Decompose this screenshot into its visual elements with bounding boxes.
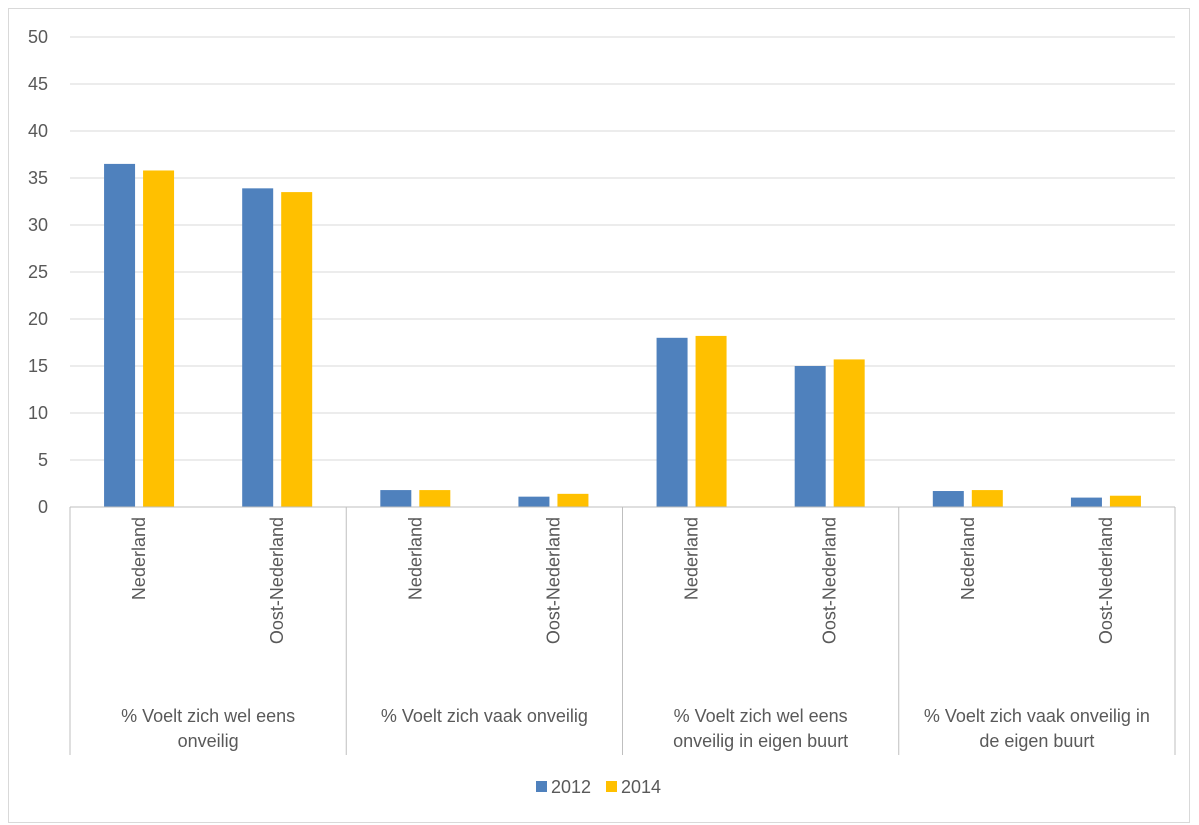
y-axis: 0 5 10 15 20 25 30 35 40 45 50 <box>28 27 48 517</box>
group-label: onveilig <box>178 731 239 751</box>
y-tick-label: 40 <box>28 121 48 141</box>
category-label: Oost-Nederland <box>543 517 563 644</box>
bar-2012 <box>104 163 136 507</box>
y-tick-label: 25 <box>28 262 48 282</box>
bar-2012 <box>794 366 826 507</box>
bar-2012 <box>380 490 412 507</box>
category-label: Oost-Nederland <box>820 517 840 644</box>
y-tick-label: 30 <box>28 215 48 235</box>
legend-swatch-2014 <box>606 781 617 792</box>
group-label: de eigen buurt <box>979 731 1094 751</box>
bar-2014 <box>1109 495 1141 507</box>
group-label: % Voelt zich wel eens <box>674 706 848 726</box>
bar-2014 <box>281 192 313 507</box>
group-label: % Voelt zich wel eens <box>121 706 295 726</box>
bar-2014 <box>971 490 1003 507</box>
y-tick-label: 50 <box>28 27 48 47</box>
bar-2012 <box>656 337 688 507</box>
chart-frame <box>8 8 1190 823</box>
y-tick-label: 0 <box>38 497 48 517</box>
group-label: % Voelt zich vaak onveilig in <box>924 706 1150 726</box>
bar-2014 <box>695 335 727 507</box>
legend: 2012 2014 <box>536 777 661 797</box>
category-label: Nederland <box>405 517 425 600</box>
category-label: Nederland <box>958 517 978 600</box>
y-tick-label: 10 <box>28 403 48 423</box>
gridlines <box>70 36 1175 461</box>
bar-2014 <box>419 490 451 507</box>
group-label: onveilig in eigen buurt <box>673 731 848 751</box>
bar-2012 <box>1070 497 1102 507</box>
bar-2012 <box>518 496 550 507</box>
bar-2014 <box>833 359 865 507</box>
category-label: Nederland <box>682 517 702 600</box>
legend-label-2014: 2014 <box>621 777 661 797</box>
category-label: Oost-Nederland <box>1096 517 1116 644</box>
legend-label-2012: 2012 <box>551 777 591 797</box>
bar-2014 <box>143 170 175 508</box>
y-tick-label: 5 <box>38 450 48 470</box>
legend-swatch-2012 <box>536 781 547 792</box>
bar-2012 <box>932 491 964 507</box>
bar-2012 <box>242 188 274 507</box>
y-tick-label: 20 <box>28 309 48 329</box>
bar-2014 <box>557 493 589 507</box>
y-tick-label: 45 <box>28 74 48 94</box>
y-tick-label: 15 <box>28 356 48 376</box>
group-label: % Voelt zich vaak onveilig <box>381 706 588 726</box>
bars <box>104 163 1141 508</box>
category-label: Oost-Nederland <box>267 517 287 644</box>
y-tick-label: 35 <box>28 168 48 188</box>
x-axis: Nederland Oost-Nederland % Voelt zich wel … <box>69 506 1176 755</box>
category-label: Nederland <box>129 517 149 600</box>
